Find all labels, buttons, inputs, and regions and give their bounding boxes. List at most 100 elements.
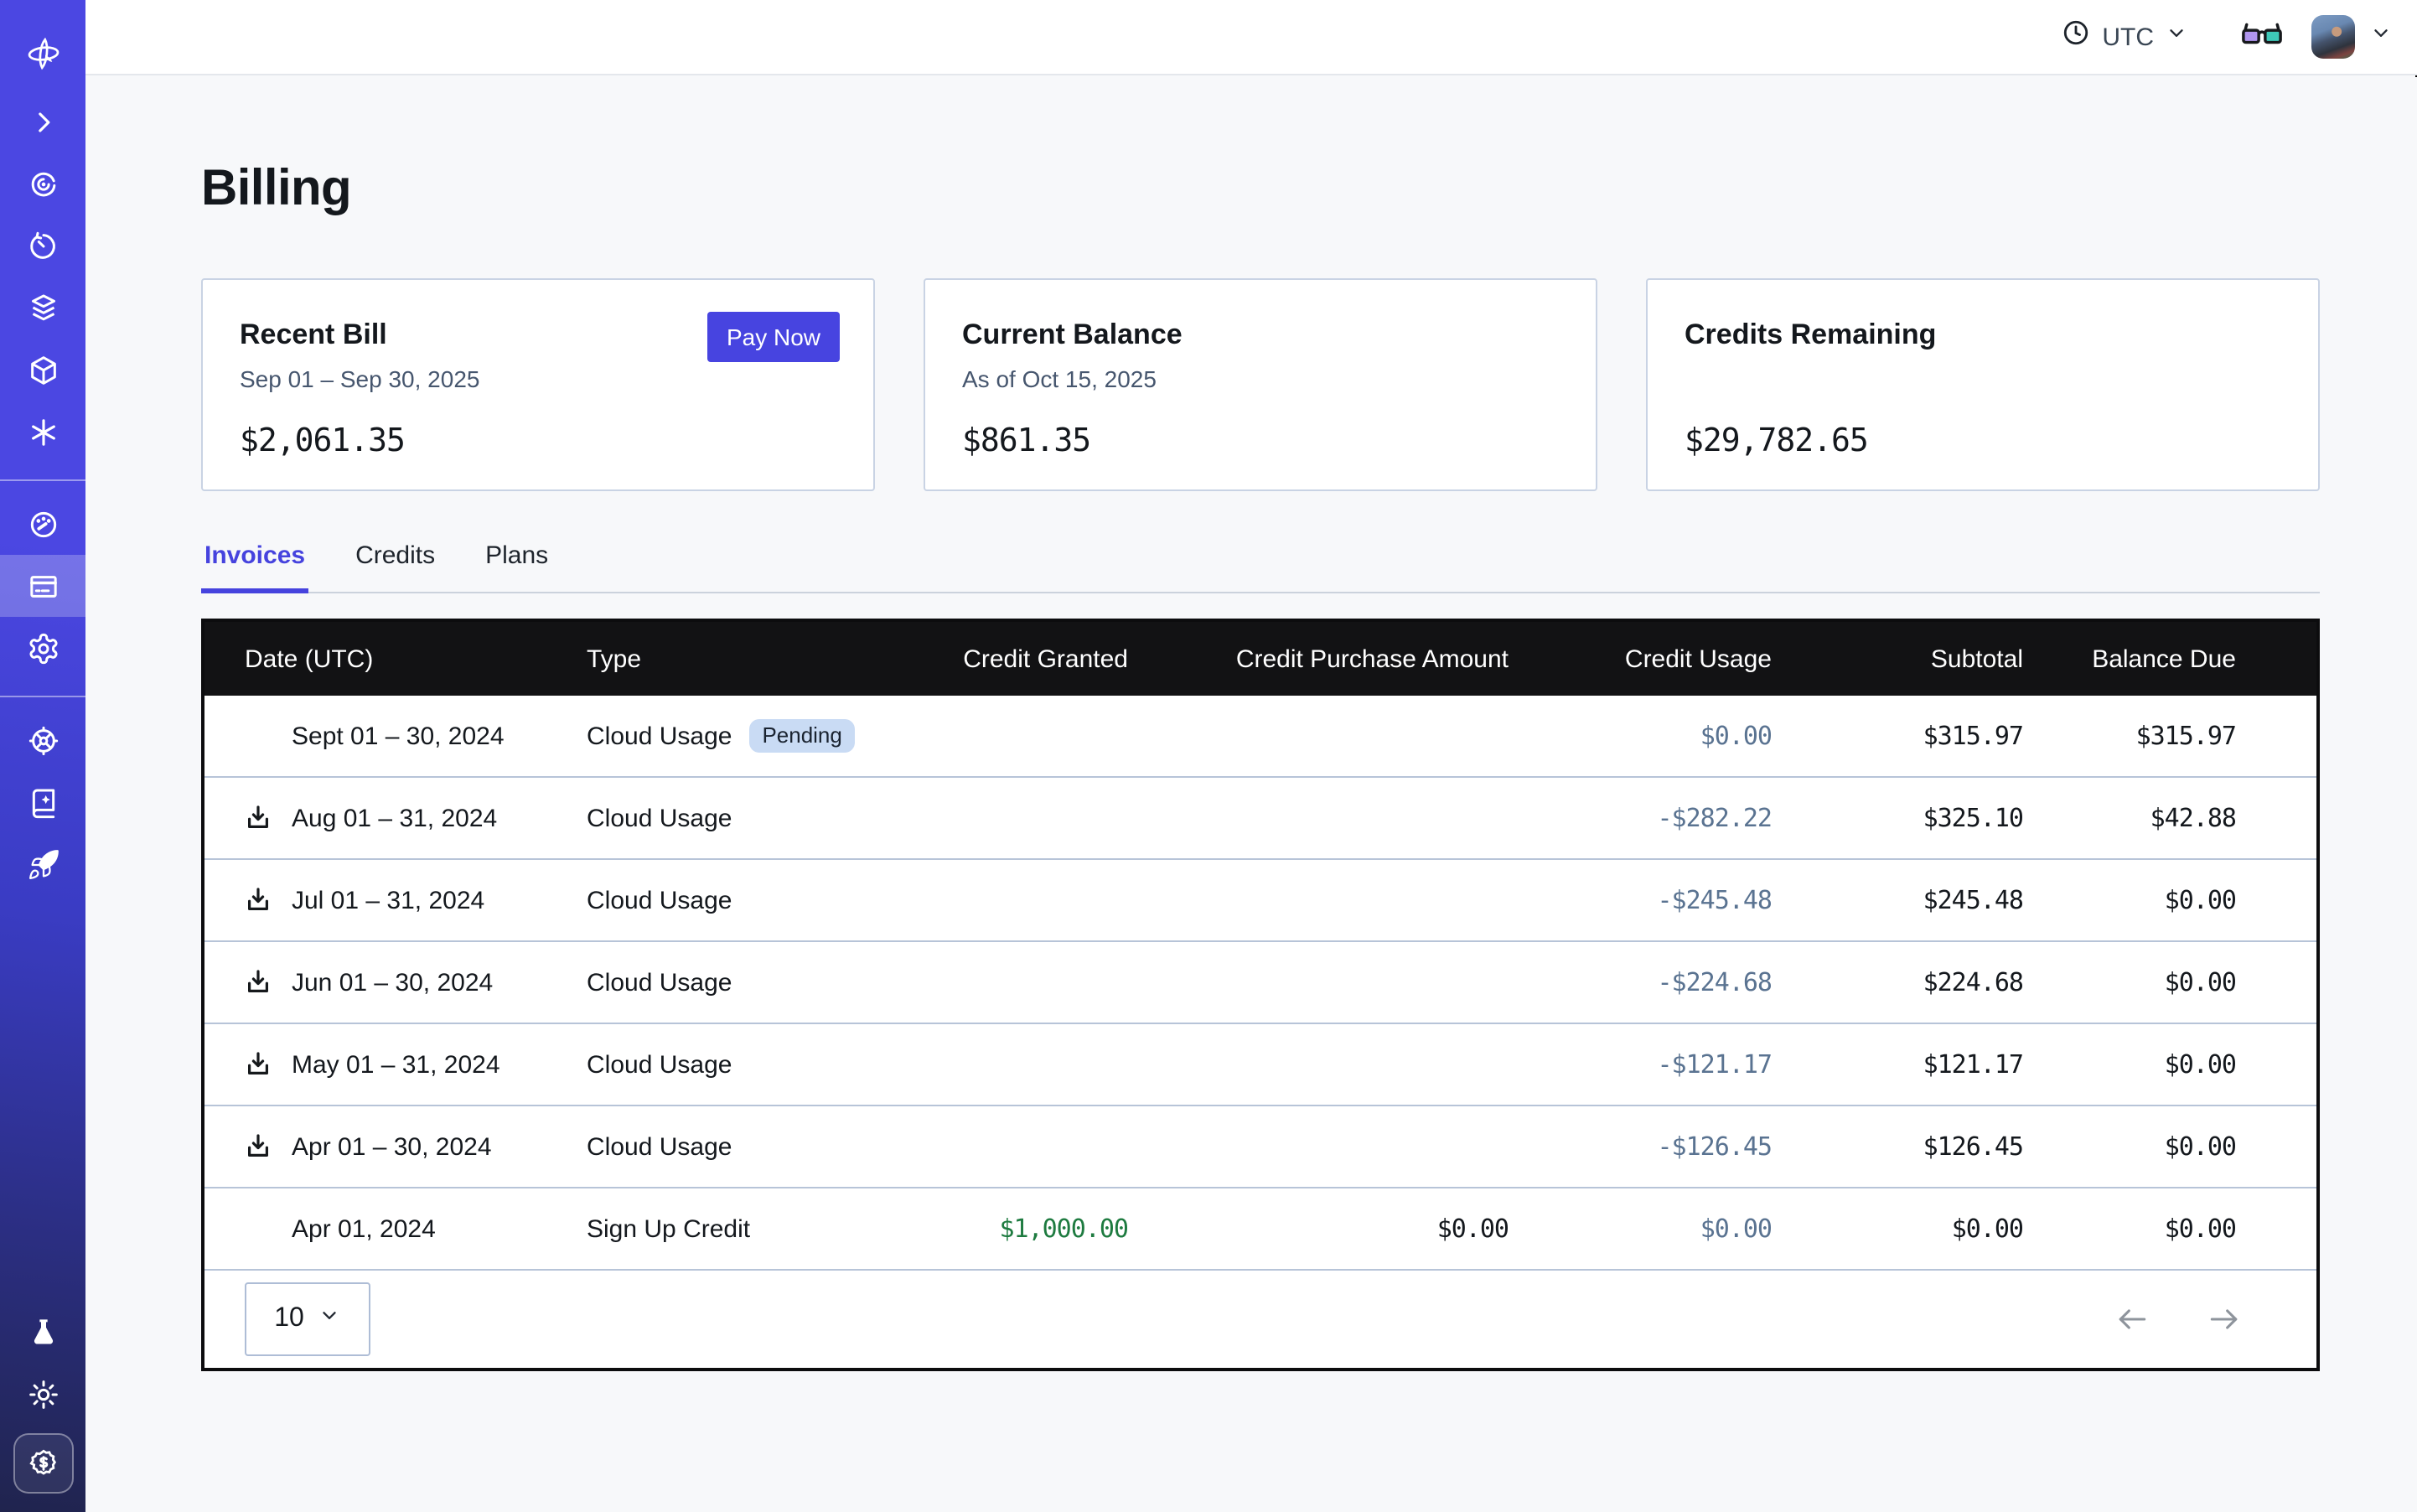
sidebar-item-docs[interactable]	[0, 771, 85, 833]
balance-due-value: $0.00	[2164, 1131, 2237, 1162]
table-row: Sept 01 – 30, 2024 Cloud Usage Pending $…	[204, 696, 2316, 776]
sidebar-item-layers[interactable]	[0, 277, 85, 339]
card-title: Recent Bill	[240, 318, 387, 350]
sidebar-item-logo[interactable]	[24, 35, 61, 72]
invoice-date-cell: Aug 01 – 31, 2024	[204, 804, 587, 832]
timer-icon	[26, 229, 60, 262]
tab-plans[interactable]: Plans	[485, 541, 549, 570]
sidebar-item-labs[interactable]	[0, 1301, 85, 1363]
sidebar-divider	[0, 696, 85, 697]
sidebar-item-services[interactable]	[0, 401, 85, 463]
sidebar-item-monitoring[interactable]	[0, 153, 85, 215]
column-header-subtotal: Subtotal	[1930, 645, 2023, 673]
card-title: Credits Remaining	[1685, 318, 1937, 350]
table-row: Apr 01, 2024 Sign Up Credit $1,000.00 $0…	[204, 1187, 2316, 1269]
balance-due-value: $42.88	[2150, 803, 2237, 833]
sidebar-divider	[0, 479, 85, 481]
balance-due-value: $0.00	[2164, 967, 2237, 997]
chevron-down-icon	[2166, 22, 2187, 52]
card-amount: $29,782.65	[1685, 422, 1869, 459]
download-invoice-button[interactable]	[245, 887, 272, 914]
download-invoice-button[interactable]	[245, 969, 272, 996]
subtotal-value: $325.10	[1923, 803, 2024, 833]
subtotal-value: $224.68	[1923, 967, 2024, 997]
balance-due-value: $0.00	[2164, 1214, 2237, 1244]
avatar[interactable]	[2311, 15, 2355, 59]
page-size-select[interactable]: 10	[245, 1282, 370, 1356]
invoice-date-cell: Apr 01 – 30, 2024	[204, 1132, 587, 1161]
timezone-label: UTC	[2102, 23, 2154, 51]
invoice-type: Cloud Usage	[587, 886, 732, 914]
column-header-credit-granted: Credit Granted	[963, 645, 1128, 673]
table-row: Jun 01 – 30, 2024 Cloud Usage -$224.68 $…	[204, 940, 2316, 1023]
flask-icon	[26, 1315, 60, 1349]
main-content: Billing Recent Bill Sep 01 – Sep 30, 202…	[85, 77, 2417, 1512]
tab-credits[interactable]: Credits	[355, 541, 436, 570]
chevron-right-icon	[26, 105, 60, 138]
pay-now-button[interactable]: Pay Now	[707, 312, 840, 362]
sidebar-item-support[interactable]	[0, 709, 85, 771]
previous-page-button[interactable]	[2114, 1301, 2150, 1338]
status-badge: Pending	[748, 718, 856, 753]
table-pagination: 10	[204, 1269, 2316, 1368]
download-invoice-button[interactable]	[245, 1133, 272, 1160]
invoice-date-cell: Jun 01 – 30, 2024	[204, 968, 587, 997]
tab-invoices[interactable]: Invoices	[201, 535, 309, 593]
invoice-period: May 01 – 31, 2024	[292, 1050, 500, 1079]
invoice-type: Cloud Usage	[587, 1050, 732, 1079]
card-subtitle: As of Oct 15, 2025	[962, 365, 1157, 392]
download-invoice-button[interactable]	[245, 805, 272, 831]
dollar-badge-icon	[26, 1447, 60, 1480]
sidebar-item-theme-toggle[interactable]	[0, 1363, 85, 1425]
current-balance-card: Current Balance As of Oct 15, 2025 $861.…	[924, 278, 1597, 491]
credit-card-icon	[26, 569, 60, 603]
sidebar-bottom-group	[0, 1301, 85, 1512]
next-page-button[interactable]	[2206, 1301, 2243, 1338]
page-size-value: 10	[274, 1304, 304, 1333]
invoice-type-cell: Cloud Usage	[587, 1050, 960, 1079]
invoices-table: Date (UTC) Type Credit Granted Credit Pu…	[201, 619, 2320, 1371]
chevron-down-icon	[2370, 22, 2392, 52]
topbar: UTC	[85, 0, 2417, 75]
invoice-type-cell: Cloud Usage	[587, 886, 960, 914]
invoice-period: Jul 01 – 31, 2024	[292, 886, 485, 914]
sidebar-item-history[interactable]	[0, 215, 85, 277]
invoice-type-cell: Sign Up Credit	[587, 1214, 960, 1243]
credit-granted-value: $1,000.00	[999, 1214, 1129, 1244]
table-header-row: Date (UTC) Type Credit Granted Credit Pu…	[204, 622, 2316, 696]
credit-usage-value: -$121.17	[1657, 1049, 1773, 1080]
sidebar-item-settings[interactable]	[0, 617, 85, 679]
billing-tabs: Invoices Credits Plans	[201, 535, 2320, 593]
orbit-logo-icon	[24, 35, 61, 72]
column-header-type: Type	[587, 645, 642, 673]
timezone-selector[interactable]: UTC	[2062, 18, 2187, 55]
credit-usage-value: -$282.22	[1657, 803, 1773, 833]
sidebar-item-billing[interactable]	[0, 555, 85, 617]
sidebar-item-getting-started[interactable]	[0, 833, 85, 895]
user-menu-button[interactable]	[2370, 22, 2392, 52]
sidebar-item-collapse[interactable]	[0, 91, 85, 153]
invoice-period: Jun 01 – 30, 2024	[292, 968, 494, 997]
sidebar-item-usage[interactable]	[0, 493, 85, 555]
invoice-date-cell: Jul 01 – 31, 2024	[204, 886, 587, 914]
reader-mode-button[interactable]	[2241, 18, 2283, 56]
download-invoice-button[interactable]	[245, 1051, 272, 1078]
sidebar-item-credits[interactable]	[13, 1433, 73, 1494]
invoice-date-cell: Apr 01, 2024	[204, 1214, 587, 1243]
subtotal-value: $315.97	[1923, 721, 2024, 751]
glasses-icon	[2241, 18, 2283, 56]
subtotal-value: $121.17	[1923, 1049, 2024, 1080]
invoice-type: Cloud Usage	[587, 1132, 732, 1161]
ship-wheel-icon	[26, 723, 60, 757]
invoice-type: Sign Up Credit	[587, 1214, 751, 1243]
clock-icon	[2062, 18, 2090, 55]
subtotal-value: $245.48	[1923, 885, 2024, 915]
card-subtitle: Sep 01 – Sep 30, 2025	[240, 365, 480, 392]
sidebar	[0, 0, 85, 1512]
sidebar-item-compute[interactable]	[0, 339, 85, 401]
invoice-date-cell: Sept 01 – 30, 2024	[204, 722, 587, 750]
cube-icon	[26, 353, 60, 386]
invoice-type-cell: Cloud Usage	[587, 1132, 960, 1161]
invoice-period: Aug 01 – 31, 2024	[292, 804, 498, 832]
